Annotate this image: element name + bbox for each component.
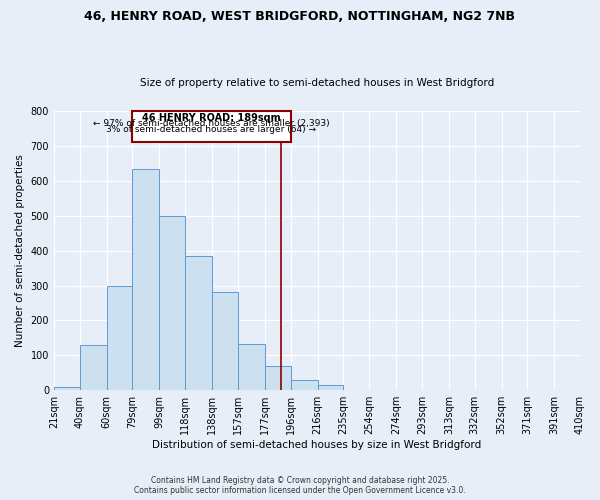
Text: ← 97% of semi-detached houses are smaller (2,393): ← 97% of semi-detached houses are smalle…: [93, 118, 330, 128]
Bar: [160, 216, 185, 390]
Y-axis label: Number of semi-detached properties: Number of semi-detached properties: [15, 154, 25, 347]
Text: Contains HM Land Registry data © Crown copyright and database right 2025.
Contai: Contains HM Land Registry data © Crown c…: [134, 476, 466, 495]
Bar: [212, 292, 238, 390]
X-axis label: Distribution of semi-detached houses by size in West Bridgford: Distribution of semi-detached houses by …: [152, 440, 482, 450]
Bar: [290, 380, 317, 390]
Text: 46 HENRY ROAD: 189sqm: 46 HENRY ROAD: 189sqm: [142, 112, 281, 122]
Bar: [80, 345, 107, 390]
Bar: [185, 256, 212, 390]
Bar: [317, 386, 343, 390]
Bar: [265, 366, 290, 390]
Bar: [238, 344, 265, 390]
Bar: [107, 286, 133, 390]
Text: 46, HENRY ROAD, WEST BRIDGFORD, NOTTINGHAM, NG2 7NB: 46, HENRY ROAD, WEST BRIDGFORD, NOTTINGH…: [85, 10, 515, 23]
Bar: [133, 168, 160, 390]
Title: Size of property relative to semi-detached houses in West Bridgford: Size of property relative to semi-detach…: [140, 78, 494, 88]
Text: 3% of semi-detached houses are larger (64) →: 3% of semi-detached houses are larger (6…: [106, 125, 316, 134]
FancyBboxPatch shape: [133, 111, 290, 142]
Bar: [54, 386, 80, 390]
